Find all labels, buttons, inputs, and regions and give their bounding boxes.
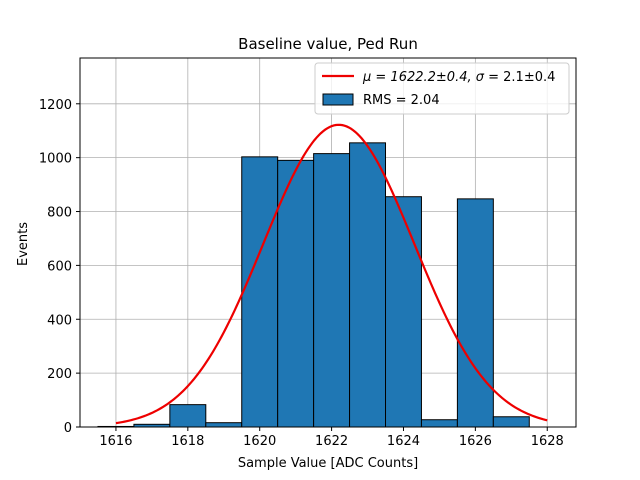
histogram-bar	[205, 422, 243, 428]
histogram-bar	[313, 153, 351, 428]
x-tick-label: 1624	[387, 434, 420, 449]
legend-fit-label-post: = 2.1±0.4	[484, 70, 555, 85]
y-axis-label: Events	[16, 222, 31, 266]
histogram-bar	[456, 198, 494, 428]
legend-box	[314, 62, 570, 115]
y-tick-label: 800	[47, 206, 72, 221]
x-axis-label: Sample Value [ADC Counts]	[238, 456, 418, 471]
x-axis-ticks: 1616 1618 1620 1622 1624 1626 1628	[99, 427, 564, 449]
histogram-bar	[277, 159, 315, 428]
legend: μ = 1622.2±0.4, σ = 2.1±0.4 RMS = 2.04	[314, 62, 570, 115]
x-tick-label: 1626	[459, 434, 492, 449]
y-tick-label: 1200	[39, 98, 72, 113]
chart-title: Baseline value, Ped Run	[238, 35, 418, 53]
x-tick-label: 1628	[531, 434, 564, 449]
y-tick-label: 0	[64, 421, 72, 436]
x-tick-label: 1616	[99, 434, 132, 449]
histogram-bar	[169, 404, 207, 428]
y-axis-ticks: 0 200 400 600 800 1000 1200	[39, 98, 80, 436]
histogram-bars	[97, 142, 530, 428]
histogram-bar	[420, 419, 458, 428]
y-tick-label: 600	[47, 259, 72, 274]
y-tick-label: 1000	[39, 152, 72, 167]
y-tick-label: 400	[47, 313, 72, 328]
legend-rms-label: RMS = 2.04	[363, 93, 440, 108]
gaussian-fit-curve	[115, 123, 548, 425]
y-tick-label: 200	[47, 367, 72, 382]
x-tick-label: 1622	[315, 434, 348, 449]
histogram-bar	[349, 142, 387, 428]
histogram-bar	[385, 196, 422, 428]
legend-fit-sigma-symbol: σ	[476, 70, 485, 85]
x-tick-label: 1618	[171, 434, 204, 449]
legend-fit-label: μ = 1622.2±0.4, σ = 2.1±0.4	[362, 70, 555, 85]
x-tick-label: 1620	[243, 434, 276, 449]
legend-fit-label-pre: μ = 1622.2±0.4,	[362, 70, 476, 85]
legend-rms-patch-marker	[322, 93, 354, 106]
axes-frame	[79, 57, 577, 428]
histogram-bar	[492, 416, 530, 428]
histogram-bar	[241, 156, 279, 428]
